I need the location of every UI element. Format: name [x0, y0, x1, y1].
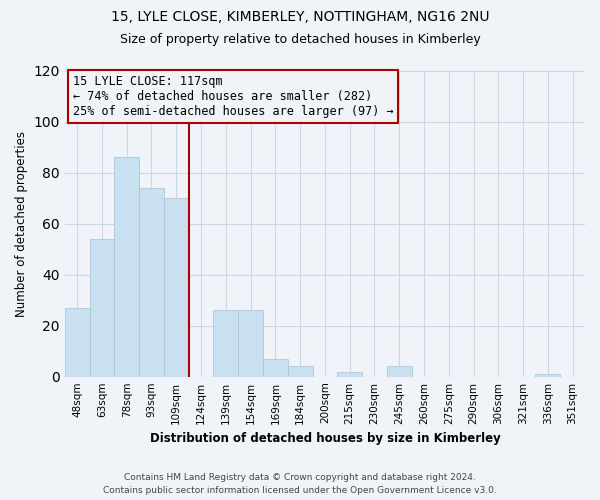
Bar [115, 158, 139, 376]
Bar [214, 310, 238, 376]
Bar [238, 310, 263, 376]
Bar [288, 366, 313, 376]
Bar [535, 374, 560, 376]
Bar [65, 308, 89, 376]
Text: Size of property relative to detached houses in Kimberley: Size of property relative to detached ho… [119, 32, 481, 46]
Bar [387, 366, 412, 376]
Bar [337, 372, 362, 376]
Text: 15 LYLE CLOSE: 117sqm
← 74% of detached houses are smaller (282)
25% of semi-det: 15 LYLE CLOSE: 117sqm ← 74% of detached … [73, 75, 393, 118]
Bar [164, 198, 188, 376]
Text: Contains HM Land Registry data © Crown copyright and database right 2024.
Contai: Contains HM Land Registry data © Crown c… [103, 473, 497, 495]
Text: 15, LYLE CLOSE, KIMBERLEY, NOTTINGHAM, NG16 2NU: 15, LYLE CLOSE, KIMBERLEY, NOTTINGHAM, N… [111, 10, 489, 24]
Bar [89, 239, 115, 376]
X-axis label: Distribution of detached houses by size in Kimberley: Distribution of detached houses by size … [149, 432, 500, 445]
Bar [263, 359, 288, 376]
Y-axis label: Number of detached properties: Number of detached properties [15, 130, 28, 316]
Bar [139, 188, 164, 376]
